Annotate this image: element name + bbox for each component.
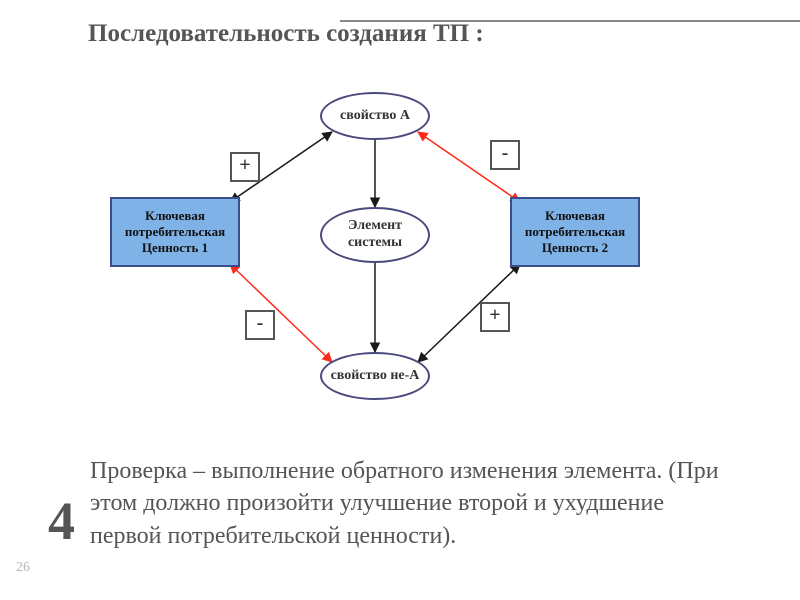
sign-bottom-right: + — [480, 302, 510, 332]
sign-top-left: + — [230, 152, 260, 182]
node-top: свойство А — [320, 92, 430, 140]
slide-title: Последовательность создания ТП : — [88, 18, 484, 49]
node-bottom: свойство не-А — [320, 352, 430, 400]
diagram: свойство А Ключевая потребительская Ценн… — [80, 92, 720, 432]
slide-root: Последовательность создания ТП : — [0, 0, 800, 600]
sign-top-right: - — [490, 140, 520, 170]
sign-bottom-left: - — [245, 310, 275, 340]
node-right: Ключевая потребительская Ценность 2 — [510, 197, 640, 267]
page-number: 26 — [16, 560, 30, 576]
node-left: Ключевая потребительская Ценность 1 — [110, 197, 240, 267]
node-center: Элемент системы — [320, 207, 430, 263]
body-text: Проверка – выполнение обратного изменени… — [90, 455, 740, 552]
step-number: 4 — [48, 490, 75, 552]
